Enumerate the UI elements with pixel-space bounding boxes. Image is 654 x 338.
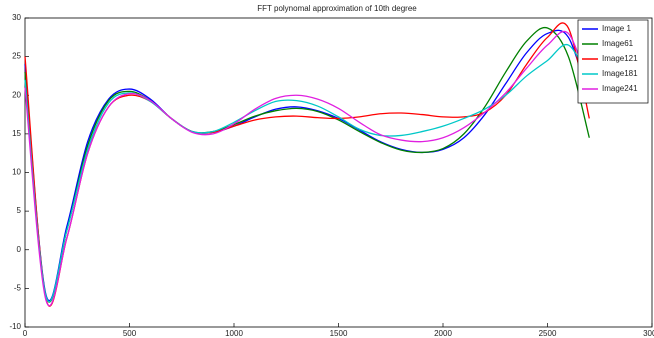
x-tick-label: 2500	[539, 329, 557, 338]
series-line	[24, 30, 590, 307]
y-tick-label: 25	[12, 52, 21, 61]
y-tick-label: 0	[17, 245, 22, 254]
x-tick-label: 1500	[330, 329, 348, 338]
y-tick-label: -5	[14, 283, 22, 292]
y-tick-label: -10	[9, 322, 21, 331]
legend-label: Image181	[602, 69, 638, 78]
y-tick-label: 5	[17, 206, 22, 215]
legend-label: Image121	[602, 54, 638, 63]
x-tick-label: 0	[23, 329, 28, 338]
x-tick-label: 1000	[225, 329, 243, 338]
y-tick-label: 10	[12, 168, 21, 177]
legend-label: Image61	[602, 39, 634, 48]
x-tick-label: 500	[123, 329, 137, 338]
y-tick-label: 15	[12, 129, 21, 138]
y-tick-label: 20	[12, 90, 21, 99]
x-tick-label: 3000	[643, 329, 654, 338]
y-tick-label: 30	[12, 13, 21, 22]
x-tick-label: 2000	[434, 329, 452, 338]
series-line	[24, 26, 590, 303]
series-line	[24, 43, 590, 303]
plot-area	[24, 17, 653, 328]
legend-label: Image241	[602, 84, 638, 93]
chart-title: FFT polynomal approximation of 10th degr…	[257, 4, 417, 13]
legend-label: Image 1	[602, 24, 631, 33]
